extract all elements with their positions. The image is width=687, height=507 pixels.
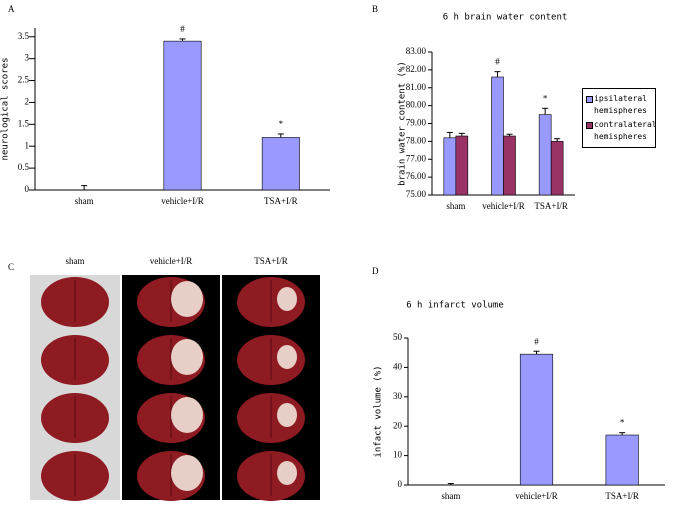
- photo-column-label: TSA+I/R: [254, 256, 288, 266]
- legend-swatch: [586, 96, 593, 103]
- bar: [261, 137, 300, 191]
- bar: [443, 137, 457, 196]
- bar: [491, 76, 504, 196]
- y-tick-label: 0.5: [18, 162, 30, 172]
- infarct-area: [277, 287, 297, 311]
- panel-label: B: [372, 4, 378, 14]
- error-bar: [277, 133, 284, 138]
- y-tick-label: 50: [393, 332, 403, 342]
- infarct-area: [277, 345, 297, 369]
- y-axis-label: neurological scores: [1, 58, 11, 161]
- x-tick-label: vehicle+I/R: [515, 491, 558, 501]
- y-tick-label: 81.00: [406, 82, 427, 92]
- x-tick-label: vehicle+I/R: [161, 196, 204, 206]
- infarct-area: [277, 403, 297, 427]
- legend-box: ipsilateral hemispheres contralateral hem…: [582, 88, 656, 148]
- y-tick-label: 1.5: [18, 118, 30, 128]
- y-tick-label: 0: [25, 184, 30, 194]
- y-tick-label: 78.00: [406, 135, 427, 145]
- panel-label: D: [372, 266, 379, 276]
- error-bar: [446, 131, 453, 138]
- y-tick-label: 30: [393, 391, 403, 401]
- y-tick-label: 82.00: [406, 64, 427, 74]
- infarct-area: [171, 339, 203, 375]
- photo-column-label: vehicle+I/R: [150, 256, 193, 266]
- error-bar: [81, 185, 88, 190]
- error-bar: [542, 107, 549, 115]
- error-bar: [494, 71, 501, 78]
- infarct-area: [171, 281, 203, 317]
- y-tick-label: 2.5: [18, 75, 30, 85]
- error-bar: [179, 38, 186, 42]
- y-tick-label: 75.00: [406, 189, 427, 199]
- legend-entry: ipsilateral hemispheres: [586, 93, 652, 117]
- y-tick-label: 83.00: [406, 46, 427, 56]
- y-axis-label: infact volume (%): [374, 365, 384, 457]
- infarct-area: [171, 455, 203, 491]
- photo-column-label: sham: [66, 256, 85, 266]
- panel-label: A: [8, 4, 15, 14]
- bar: [503, 135, 516, 196]
- bar: [455, 135, 469, 196]
- y-axis-label: brain water content (%): [398, 61, 408, 186]
- significance-mark: #: [534, 336, 539, 346]
- y-tick-label: 40: [393, 361, 403, 371]
- bar: [605, 434, 639, 486]
- chart-title: 6 h brain water content: [443, 13, 568, 23]
- significance-mark: #: [495, 57, 500, 67]
- bar: [538, 114, 552, 196]
- significance-mark: *: [279, 119, 284, 129]
- x-tick-label: vehicle+I/R: [482, 201, 525, 211]
- y-tick-label: 3: [25, 53, 30, 63]
- error-bar: [533, 350, 540, 355]
- x-tick-label: sham: [446, 201, 465, 211]
- y-tick-label: 80.00: [406, 100, 427, 110]
- significance-mark: *: [543, 93, 548, 103]
- chart-title: 6 h infarct volume: [406, 301, 504, 311]
- x-tick-label: sham: [75, 196, 94, 206]
- significance-mark: #: [180, 24, 185, 34]
- x-tick-label: TSA+I/R: [605, 491, 639, 501]
- legend: ipsilateral hemispheres contralateral hem…: [582, 88, 656, 148]
- legend-label: contralateral hemispheres: [594, 120, 656, 141]
- bar: [550, 141, 564, 196]
- panel-label: C: [8, 262, 14, 272]
- y-tick-label: 20: [393, 420, 403, 430]
- error-bar: [506, 133, 513, 137]
- x-tick-label: sham: [441, 491, 460, 501]
- y-tick-label: 10: [393, 450, 403, 460]
- x-tick-label: TSA+I/R: [264, 196, 298, 206]
- x-tick-label: TSA+I/R: [534, 201, 568, 211]
- error-bar: [458, 132, 465, 137]
- y-tick-label: 79.00: [406, 118, 427, 128]
- error-bar: [554, 138, 561, 142]
- bar: [519, 353, 554, 486]
- legend-entry: contralateral hemispheres: [586, 119, 656, 143]
- y-tick-label: 77.00: [406, 153, 427, 163]
- legend-swatch: [586, 122, 593, 129]
- infarct-area: [171, 397, 203, 433]
- error-bar: [619, 432, 626, 436]
- infarct-area: [277, 461, 297, 485]
- significance-mark: *: [620, 418, 625, 428]
- error-bar: [447, 483, 454, 485]
- y-tick-label: 2: [25, 96, 30, 106]
- y-tick-label: 1: [25, 140, 30, 150]
- y-tick-label: 76.00: [406, 171, 427, 181]
- legend-label: ipsilateral hemispheres: [594, 94, 647, 115]
- y-tick-label: 3.5: [18, 31, 30, 41]
- bar: [163, 40, 202, 191]
- y-tick-label: 0: [398, 479, 403, 489]
